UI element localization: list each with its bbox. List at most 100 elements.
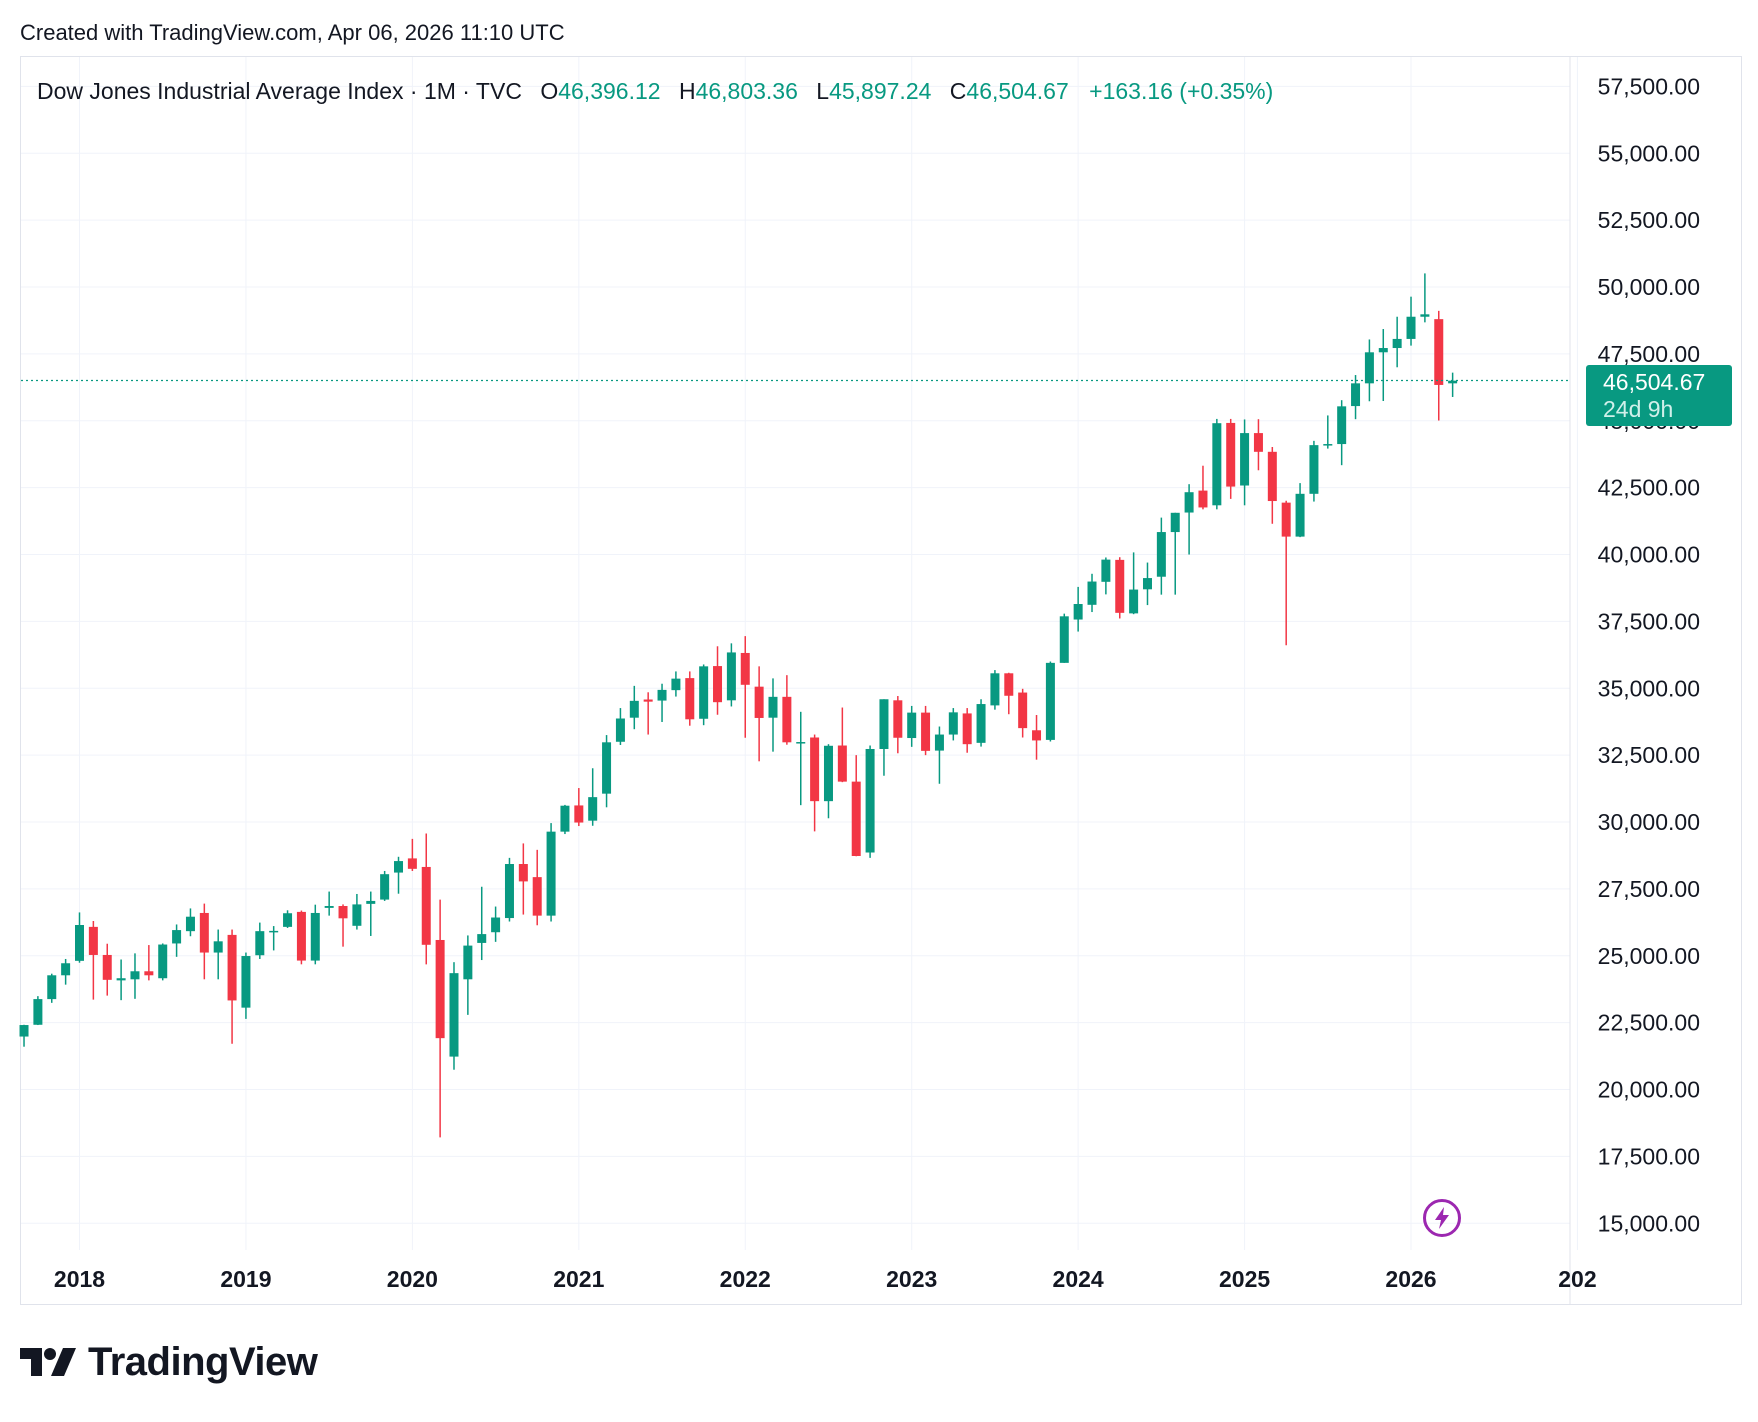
candle-body <box>726 652 736 701</box>
candle <box>199 903 209 980</box>
candle <box>380 870 390 901</box>
candle <box>477 886 487 961</box>
y-tick-label: 20,000.00 <box>1598 1077 1700 1103</box>
candle <box>1267 446 1277 524</box>
candle-body <box>948 712 958 735</box>
candle <box>241 952 251 1019</box>
candle-body <box>643 699 653 702</box>
candle-body <box>574 805 584 823</box>
time-axis: 2018 2019 2020 2021 2022 2023 2024 2025 2026 202 <box>54 1266 1597 1292</box>
candle-body <box>33 999 43 1025</box>
candle <box>296 910 306 965</box>
candle <box>1032 715 1042 760</box>
candle-body <box>504 864 514 919</box>
candle <box>324 891 334 916</box>
change-value: +163.16 (+0.35%) <box>1089 78 1274 104</box>
candle-body <box>1156 532 1166 577</box>
candle <box>574 788 584 827</box>
candle <box>1045 661 1055 742</box>
candle-body <box>879 699 889 749</box>
candle-body <box>810 737 820 802</box>
candle-body <box>796 742 806 744</box>
candle-body <box>768 696 778 718</box>
candle <box>726 643 736 707</box>
candle-body <box>338 906 348 919</box>
candle <box>1448 372 1458 397</box>
candle <box>491 906 501 942</box>
last-price-tag: 46,504.67 24d 9h <box>1586 365 1732 426</box>
candle-body <box>185 916 195 932</box>
candle <box>546 823 556 922</box>
candle-body <box>671 678 681 691</box>
candle-body <box>532 877 542 916</box>
candle-body <box>324 906 334 908</box>
candle <box>394 856 404 894</box>
x-tick-label: 2024 <box>1053 1266 1104 1292</box>
candle <box>796 711 806 806</box>
y-tick-label: 32,500.00 <box>1598 742 1700 768</box>
lightning-icon[interactable] <box>1422 1198 1462 1238</box>
y-tick-label: 47,500.00 <box>1598 341 1700 367</box>
candle <box>449 962 459 1070</box>
x-tick-label: 202 <box>1558 1266 1596 1292</box>
y-tick-label: 35,000.00 <box>1598 675 1700 701</box>
candle <box>283 910 293 928</box>
brand-name: TradingView <box>88 1339 318 1384</box>
candle <box>865 745 875 858</box>
candle-body <box>1018 692 1028 729</box>
candle <box>310 904 320 965</box>
candle-body <box>47 975 57 1000</box>
y-tick-label: 42,500.00 <box>1598 475 1700 501</box>
brand-logo[interactable]: TradingView <box>20 1339 318 1384</box>
candle <box>1115 557 1125 619</box>
candle <box>1073 586 1083 632</box>
candle-body <box>463 945 473 980</box>
y-tick-label: 22,500.00 <box>1598 1010 1700 1036</box>
candle <box>1087 573 1097 613</box>
candle <box>1129 552 1139 615</box>
candle-body <box>477 934 487 943</box>
candle <box>61 958 71 985</box>
candle-body <box>837 745 847 782</box>
candle <box>990 670 1000 710</box>
candle-body <box>144 971 154 976</box>
x-tick-label: 2025 <box>1219 1266 1270 1292</box>
candle <box>130 953 140 999</box>
candle-body <box>1253 433 1263 452</box>
candle-body <box>75 925 84 961</box>
candle <box>1253 419 1263 471</box>
candle <box>685 671 695 726</box>
candle <box>823 744 833 819</box>
open-label: O <box>540 78 559 104</box>
candle-body <box>130 971 140 980</box>
candle-body <box>1101 559 1111 582</box>
candle-body <box>713 666 723 703</box>
candle <box>1004 672 1014 715</box>
candle-body <box>1364 352 1374 384</box>
candle <box>837 707 847 783</box>
candle <box>185 908 195 937</box>
x-tick-label: 2022 <box>720 1266 771 1292</box>
candle <box>33 996 43 1026</box>
candle-body <box>893 700 903 738</box>
candle <box>754 666 764 762</box>
candle <box>19 1024 29 1047</box>
x-tick-label: 2023 <box>886 1266 937 1292</box>
candle-body <box>352 904 362 926</box>
close-value: 46,504.67 <box>966 78 1069 104</box>
candle <box>1101 557 1111 595</box>
candle-body <box>1226 422 1236 487</box>
candle <box>1351 375 1361 420</box>
candle-body <box>1045 662 1055 740</box>
candle <box>1018 688 1028 738</box>
candle <box>560 804 570 835</box>
candle-body <box>1309 445 1319 494</box>
candle <box>615 708 625 745</box>
candle-body <box>934 734 944 751</box>
candle-body <box>907 712 917 739</box>
candle <box>144 945 154 981</box>
candle-body <box>449 973 459 1057</box>
candle-body <box>629 700 639 718</box>
candle <box>588 768 598 826</box>
